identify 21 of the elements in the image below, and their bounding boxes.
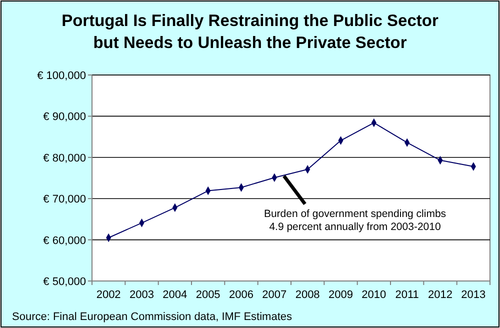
x-tick-label: 2009 bbox=[328, 289, 353, 301]
x-tick-label: 2012 bbox=[428, 289, 452, 301]
source-note: Source: Final European Commission data, IMF Estimates bbox=[12, 311, 292, 323]
y-tick-label: € 80,000 bbox=[43, 152, 86, 164]
annotation: Burden of government spending climbs 4.9 percent annually from 2003-2010 bbox=[264, 208, 446, 233]
x-tick-label: 2006 bbox=[229, 289, 254, 301]
x-tick-label: 2005 bbox=[196, 289, 220, 301]
y-tick-label: € 90,000 bbox=[43, 111, 86, 124]
x-tick-label: 2013 bbox=[461, 289, 486, 301]
chart-title: Portugal Is Finally Restraining the Public Sector but Needs to Unleash the Private Sector bbox=[62, 12, 439, 52]
y-tick-label: € 60,000 bbox=[43, 234, 86, 247]
x-tick-label: 2011 bbox=[395, 289, 419, 301]
y-tick-label: € 50,000 bbox=[43, 276, 86, 288]
x-tick-label: 2002 bbox=[96, 289, 121, 301]
y-tick-label: € 70,000 bbox=[43, 194, 86, 206]
x-tick-label: 2008 bbox=[295, 289, 320, 301]
x-tick-label: 2007 bbox=[262, 289, 287, 301]
x-tick-label: 2010 bbox=[362, 289, 386, 301]
x-tick-label: 2004 bbox=[162, 289, 188, 301]
x-tick-label: 2003 bbox=[130, 289, 154, 301]
y-tick-label: € 100,000 bbox=[37, 70, 86, 82]
